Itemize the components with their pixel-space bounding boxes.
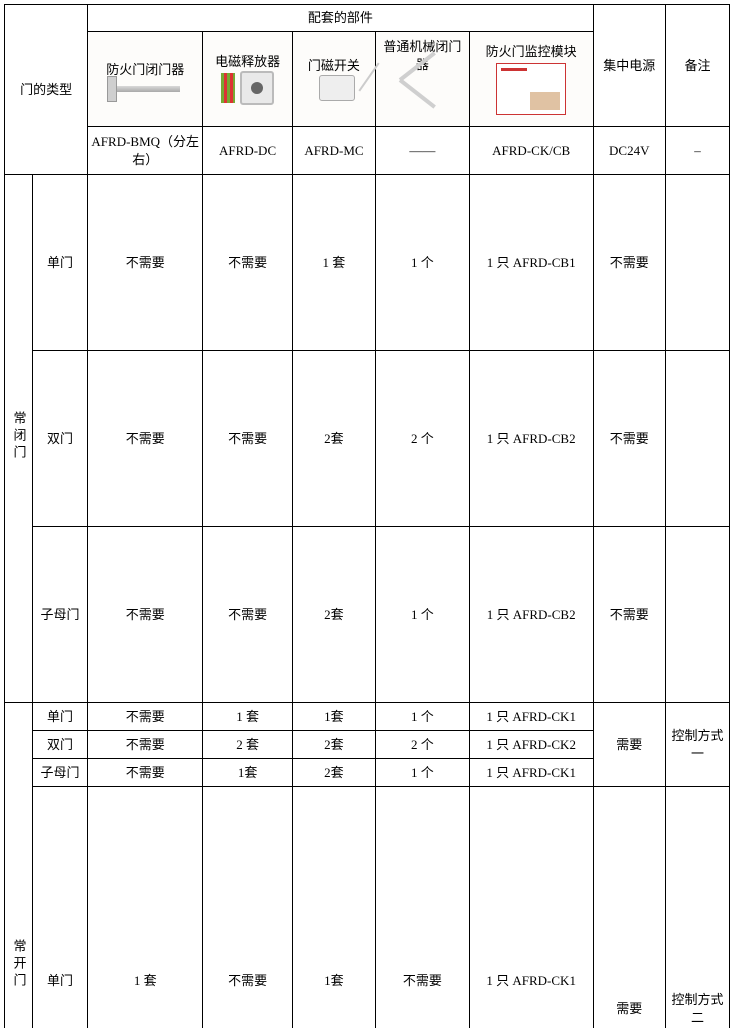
model-remark: – bbox=[665, 127, 729, 175]
group-no-label: 常开门 bbox=[9, 707, 27, 1028]
col-remark: 备注 bbox=[665, 5, 729, 127]
cell: 2套 bbox=[292, 527, 375, 703]
no-power-1: 需要 bbox=[593, 787, 665, 1028]
model-closer: AFRD-BMQ（分左右） bbox=[88, 127, 203, 175]
magnet-image bbox=[319, 75, 355, 101]
no-sub-3: 单门 bbox=[32, 787, 87, 1028]
cell: 1 个 bbox=[376, 175, 470, 351]
col-power-label: 集中电源 bbox=[603, 58, 655, 73]
no-sub-0: 单门 bbox=[32, 703, 87, 731]
fire-door-config-table: 门的类型 配套的部件 集中电源 备注 防火门闭门器 电磁释放器 门磁开关 普通机… bbox=[4, 4, 730, 1028]
cell: 不需要 bbox=[203, 787, 293, 1028]
cell: 不需要 bbox=[203, 527, 293, 703]
cell: 2 个 bbox=[376, 731, 470, 759]
col-magnet-label: 门磁开关 bbox=[295, 57, 373, 75]
cell: 1套 bbox=[292, 703, 375, 731]
cell bbox=[665, 175, 729, 351]
cell: 2套 bbox=[292, 759, 375, 787]
cell: 1 只 AFRD-CB1 bbox=[469, 175, 593, 351]
cell: 不需要 bbox=[203, 175, 293, 351]
cell: 1 只 AFRD-CK1 bbox=[469, 703, 593, 731]
cell: 2套 bbox=[292, 351, 375, 527]
cell: 2 套 bbox=[203, 731, 293, 759]
col-closer: 防火门闭门器 bbox=[88, 32, 203, 127]
no-power-0: 需要 bbox=[593, 703, 665, 787]
col-power: 集中电源 bbox=[593, 5, 665, 127]
header-components: 配套的部件 bbox=[88, 5, 593, 32]
release-image bbox=[240, 71, 274, 105]
cell: 不需要 bbox=[376, 787, 470, 1028]
cell: 1 只 AFRD-CK1 bbox=[469, 759, 593, 787]
col-release: 电磁释放器 bbox=[203, 32, 293, 127]
cell: 1套 bbox=[292, 787, 375, 1028]
no-sub-1: 双门 bbox=[32, 731, 87, 759]
col-mech: 普通机械闭门器 bbox=[376, 32, 470, 127]
nc-sub-2: 子母门 bbox=[32, 527, 87, 703]
cell: 不需要 bbox=[88, 351, 203, 527]
cell: 1 个 bbox=[376, 703, 470, 731]
header-door-type: 门的类型 bbox=[5, 5, 88, 175]
cell: 1 个 bbox=[376, 527, 470, 703]
model-power: DC24V bbox=[593, 127, 665, 175]
group-nc-label: 常闭门 bbox=[9, 179, 27, 693]
cell: 不需要 bbox=[88, 175, 203, 351]
cell: 1 套 bbox=[203, 703, 293, 731]
cell: 不需要 bbox=[88, 527, 203, 703]
cell: 1 套 bbox=[292, 175, 375, 351]
cell: 不需要 bbox=[203, 351, 293, 527]
components-label: 配套的部件 bbox=[308, 10, 373, 25]
col-magnet: 门磁开关 bbox=[292, 32, 375, 127]
group-nc: 常闭门 bbox=[5, 175, 33, 703]
cell: 2套 bbox=[292, 731, 375, 759]
cell: 不需要 bbox=[593, 175, 665, 351]
col-remark-label: 备注 bbox=[684, 58, 710, 73]
cell bbox=[665, 527, 729, 703]
cell: 2 个 bbox=[376, 351, 470, 527]
cell: 1 只 AFRD-CK1 bbox=[469, 787, 593, 1028]
monitor-image bbox=[496, 63, 566, 115]
model-monitor: AFRD-CK/CB bbox=[469, 127, 593, 175]
col-mech-label: 普通机械闭门器 bbox=[378, 38, 467, 74]
cell: 不需要 bbox=[593, 351, 665, 527]
col-monitor: 防火门监控模块 bbox=[469, 32, 593, 127]
mech-image bbox=[394, 74, 450, 120]
group-no: 常开门 bbox=[5, 703, 33, 1028]
nc-sub-1: 双门 bbox=[32, 351, 87, 527]
nc-sub-0: 单门 bbox=[32, 175, 87, 351]
cell: 1 只 AFRD-CB2 bbox=[469, 351, 593, 527]
model-release: AFRD-DC bbox=[203, 127, 293, 175]
cell: 1 个 bbox=[376, 759, 470, 787]
release-wires-image bbox=[221, 73, 235, 103]
cell: 1 只 AFRD-CB2 bbox=[469, 527, 593, 703]
no-sub-2: 子母门 bbox=[32, 759, 87, 787]
door-type-label: 门的类型 bbox=[20, 82, 72, 97]
cell: 不需要 bbox=[88, 731, 203, 759]
no-remark-0: 控制方式一 bbox=[665, 703, 729, 787]
cell bbox=[665, 351, 729, 527]
col-release-label: 电磁释放器 bbox=[205, 53, 290, 71]
col-monitor-label: 防火门监控模块 bbox=[472, 43, 591, 61]
cell: 1套 bbox=[203, 759, 293, 787]
closer-image bbox=[110, 86, 180, 92]
cell: 1 套 bbox=[88, 787, 203, 1028]
cell: 1 只 AFRD-CK2 bbox=[469, 731, 593, 759]
model-mech: —— bbox=[376, 127, 470, 175]
cell: 不需要 bbox=[88, 759, 203, 787]
no-remark-1: 控制方式二 bbox=[665, 787, 729, 1028]
cell: 不需要 bbox=[593, 527, 665, 703]
cell: 不需要 bbox=[88, 703, 203, 731]
model-magnet: AFRD-MC bbox=[292, 127, 375, 175]
